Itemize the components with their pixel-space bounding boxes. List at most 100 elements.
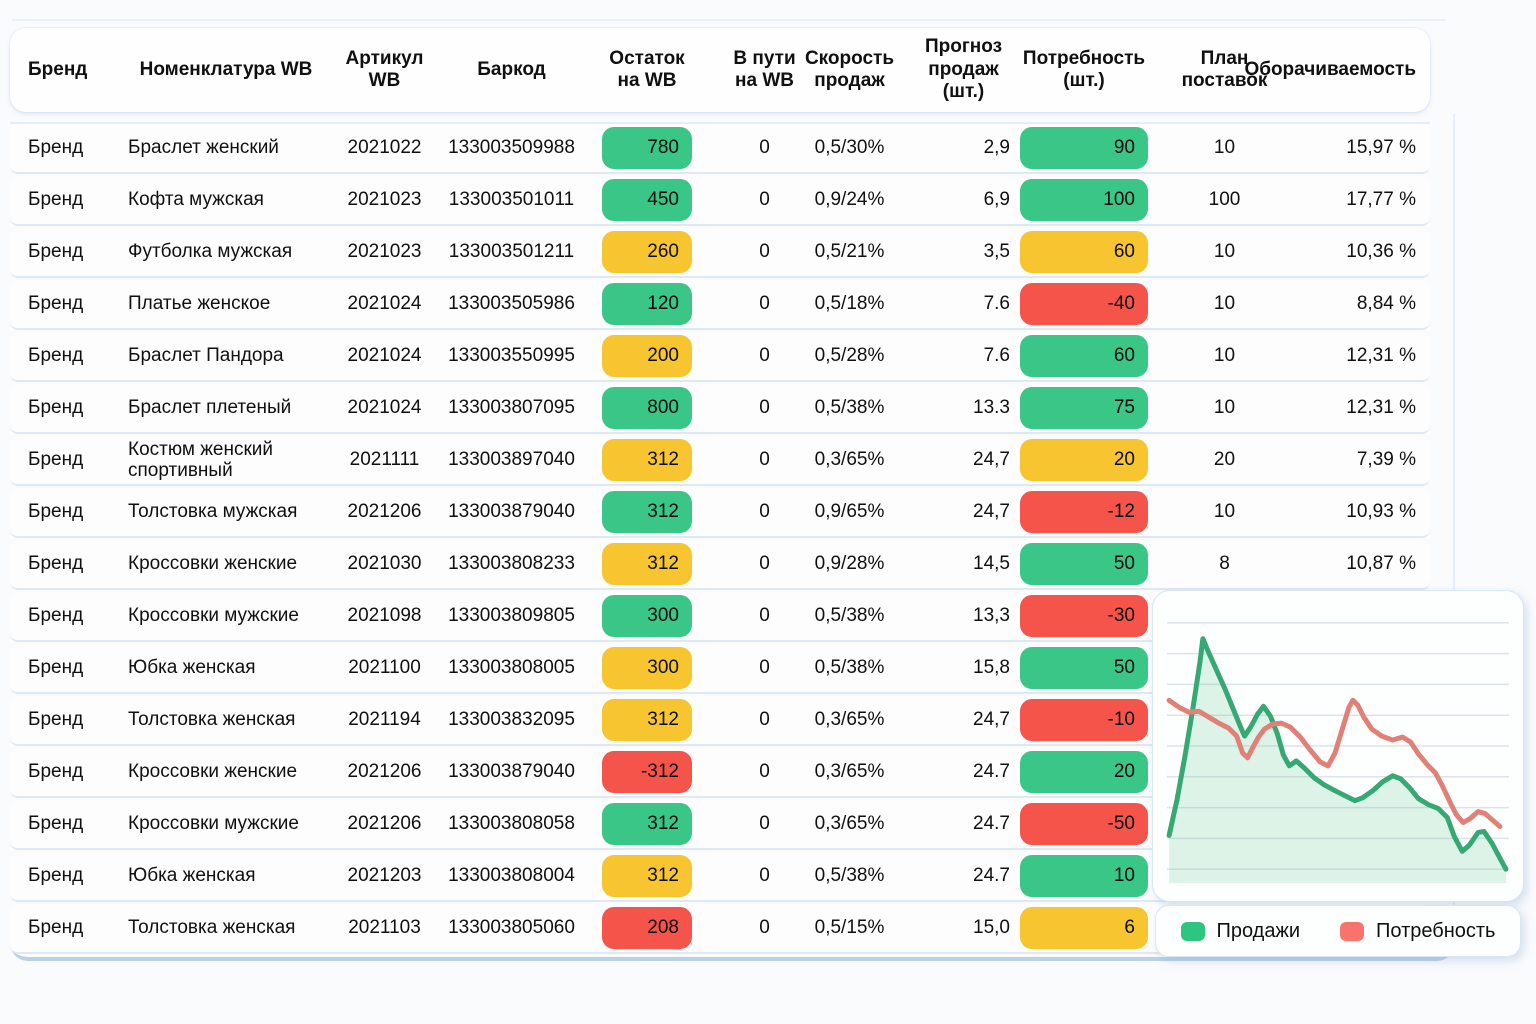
- stock-badge: 780: [602, 127, 692, 169]
- column-header-turnover[interactable]: Оборачиваемость: [1244, 58, 1416, 80]
- cell-forecast: 7.6: [983, 345, 1010, 366]
- cell-speed: 0,3/65%: [814, 709, 885, 730]
- cell-barcode: 133003808058: [448, 813, 575, 834]
- need-badge: -40: [1020, 283, 1148, 325]
- cell-forecast: 24.7: [973, 813, 1010, 834]
- table-row[interactable]: Бренд Браслет Пандора 2021024 1330035509…: [10, 332, 1430, 382]
- cell-transit: 0: [759, 813, 770, 834]
- cell-barcode: 133003505986: [448, 293, 575, 314]
- cell-turnover: 10,36 %: [1346, 241, 1416, 262]
- need-badge: 60: [1020, 335, 1148, 377]
- table-row[interactable]: Бренд Браслет женский 2021022 1330035099…: [10, 124, 1430, 174]
- need-badge: 10: [1020, 855, 1148, 897]
- cell-article: 2021111: [349, 449, 420, 470]
- cell-barcode: 133003809805: [448, 605, 575, 626]
- column-header-stock[interactable]: Остаток на WB: [609, 47, 685, 91]
- mini-chart-card: [1152, 590, 1524, 902]
- cell-brand: Бренд: [28, 657, 84, 678]
- column-header-forecast[interactable]: Прогноз продаж (шт.): [924, 36, 1003, 103]
- cell-turnover: 12,31 %: [1346, 345, 1416, 366]
- cell-turnover: 12,31 %: [1346, 397, 1416, 418]
- cell-barcode: 133003805060: [448, 917, 575, 938]
- stock-badge: 120: [602, 283, 692, 325]
- cell-nomenclature: Юбка женская: [128, 657, 256, 679]
- stock-badge: 208: [602, 907, 692, 949]
- table-row[interactable]: Бренд Кофта мужская 2021023 133003501011…: [10, 176, 1430, 226]
- column-header-speed[interactable]: Скорость продаж: [804, 47, 895, 91]
- cell-barcode: 133003832095: [448, 709, 575, 730]
- table-row[interactable]: Бренд Костюм женский спортивный 2021111 …: [10, 436, 1430, 486]
- cell-turnover: 15,97 %: [1346, 137, 1416, 158]
- cell-plan: 10: [1213, 397, 1236, 418]
- need-badge: 50: [1020, 543, 1148, 585]
- cell-speed: 0,5/38%: [814, 865, 885, 886]
- column-header-transit[interactable]: В пути на WB: [733, 47, 796, 91]
- column-header-barcode[interactable]: Баркод: [477, 58, 546, 80]
- cell-speed: 0,5/38%: [814, 605, 885, 626]
- cell-brand: Бренд: [28, 345, 84, 366]
- cell-transit: 0: [759, 709, 770, 730]
- stock-badge: 300: [602, 647, 692, 689]
- legend-item-need[interactable]: Потребность: [1340, 920, 1495, 943]
- cell-brand: Бренд: [28, 449, 84, 470]
- cell-transit: 0: [759, 241, 770, 262]
- column-header-plan[interactable]: План поставок: [1160, 48, 1305, 93]
- cell-article: 2021203: [347, 865, 422, 886]
- stock-badge: 200: [602, 335, 692, 377]
- table-row[interactable]: Бренд Футболка мужская 2021023 133003501…: [10, 228, 1430, 278]
- need-badge: -50: [1020, 803, 1148, 845]
- chart-legend: Продажи Потребность: [1155, 905, 1521, 957]
- cell-plan: 10: [1213, 293, 1236, 314]
- cell-brand: Бренд: [28, 137, 84, 158]
- cell-speed: 0,5/18%: [814, 293, 885, 314]
- cell-forecast: 24,7: [973, 709, 1010, 730]
- column-header-plan-label: План поставок: [1181, 47, 1268, 91]
- need-badge: 60: [1020, 231, 1148, 273]
- column-header-nomenclature[interactable]: Номенклатура WB: [139, 58, 313, 80]
- cell-barcode: 133003509988: [448, 137, 575, 158]
- cell-speed: 0,5/15%: [814, 917, 885, 938]
- cell-brand: Бренд: [28, 605, 84, 626]
- cell-brand: Бренд: [28, 709, 84, 730]
- legend-need-label: Потребность: [1376, 919, 1496, 942]
- cell-plan: 20: [1213, 449, 1236, 470]
- stock-badge: 312: [602, 855, 692, 897]
- cell-plan: 10: [1213, 345, 1236, 366]
- cell-turnover: 10,87 %: [1346, 553, 1416, 574]
- cell-speed: 0,9/65%: [814, 501, 885, 522]
- column-header-article[interactable]: Артикул WB: [345, 47, 424, 91]
- cell-speed: 0,5/38%: [814, 657, 885, 678]
- legend-item-sales[interactable]: Продажи: [1180, 920, 1300, 943]
- cell-nomenclature: Браслет плетеный: [128, 397, 292, 419]
- cell-forecast: 15,8: [973, 657, 1010, 678]
- cell-article: 2021023: [347, 241, 422, 262]
- cell-article: 2021024: [347, 293, 422, 314]
- cell-brand: Бренд: [28, 761, 84, 782]
- cell-nomenclature: Толстовка мужская: [128, 501, 298, 523]
- column-header-brand[interactable]: Бренд: [28, 58, 88, 80]
- cell-transit: 0: [759, 553, 770, 574]
- column-header-need[interactable]: Потребность (шт.): [1022, 47, 1146, 91]
- cell-speed: 0,5/38%: [814, 397, 885, 418]
- cell-nomenclature: Браслет Пандора: [128, 345, 284, 367]
- cell-speed: 0,9/24%: [814, 189, 885, 210]
- cell-barcode: 133003501211: [448, 241, 575, 262]
- cell-article: 2021030: [347, 553, 422, 574]
- cell-brand: Бренд: [28, 189, 84, 210]
- cell-forecast: 14,5: [973, 553, 1010, 574]
- cell-plan: 8: [1219, 553, 1230, 574]
- cell-speed: 0,5/28%: [814, 345, 885, 366]
- cell-brand: Бренд: [28, 241, 84, 262]
- table-row[interactable]: Бренд Кроссовки женские 2021030 13300380…: [10, 540, 1430, 590]
- cell-speed: 0,3/65%: [814, 761, 885, 782]
- cell-transit: 0: [759, 189, 770, 210]
- cell-article: 2021206: [347, 761, 422, 782]
- table-row[interactable]: Бренд Браслет плетеный 2021024 133003807…: [10, 384, 1430, 434]
- table-row[interactable]: Бренд Платье женское 2021024 13300350598…: [10, 280, 1430, 330]
- cell-article: 2021103: [348, 917, 421, 938]
- cell-brand: Бренд: [28, 865, 84, 886]
- cell-barcode: 133003501011: [448, 189, 575, 210]
- cell-transit: 0: [759, 137, 770, 158]
- cell-forecast: 7.6: [983, 293, 1010, 314]
- table-row[interactable]: Бренд Толстовка мужская 2021206 13300387…: [10, 488, 1430, 538]
